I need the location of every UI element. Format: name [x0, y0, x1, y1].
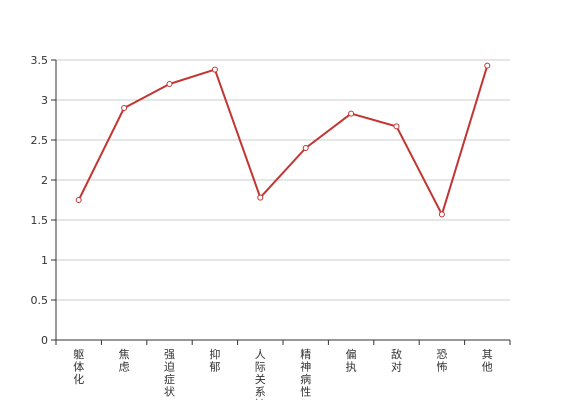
- y-tick-label: 1: [41, 254, 48, 267]
- series: [75, 62, 491, 218]
- data-point[interactable]: [438, 211, 445, 218]
- axes: [55, 60, 510, 341]
- y-tick-label: 2.5: [31, 134, 49, 147]
- data-point[interactable]: [393, 123, 400, 130]
- y-tick-label: 1.5: [31, 214, 49, 227]
- x-tick-label: 其他: [482, 348, 493, 374]
- data-point[interactable]: [75, 197, 82, 203]
- data-point[interactable]: [166, 81, 173, 87]
- x-tick-labels: 躯体化 焦虑 强迫症状 抑郁 人际关系敏 精神病性 偏执 敌对 恐怖 其他: [55, 340, 511, 400]
- data-point[interactable]: [484, 62, 491, 69]
- data-point[interactable]: [302, 145, 309, 151]
- x-tick-label: 躯体化: [73, 348, 84, 386]
- x-tick-label: 精神病性: [300, 348, 311, 399]
- x-tick-label: 敌对: [391, 347, 402, 374]
- y-tick-label: 3.5: [31, 54, 49, 67]
- x-tick-label: 焦虑: [119, 348, 130, 374]
- data-point[interactable]: [211, 66, 218, 73]
- y-tick-labels: 0 0.5 1 1.5 2 2.5 3 3.5: [31, 54, 56, 347]
- grid-lines: [56, 59, 510, 301]
- x-tick-label: 强迫症状: [164, 348, 175, 399]
- data-point[interactable]: [257, 194, 264, 201]
- series-line: [77, 65, 489, 216]
- y-tick-label: 0.5: [31, 294, 49, 307]
- x-tick-label: 偏执: [346, 347, 357, 374]
- x-tick-label: 抑郁: [209, 347, 220, 374]
- y-tick-label: 3: [41, 94, 48, 107]
- y-tick-label: 0: [41, 334, 48, 347]
- x-tick-label: 人际关系敏: [255, 348, 266, 400]
- x-tick-label: 恐怖: [436, 348, 447, 374]
- data-point[interactable]: [121, 105, 128, 111]
- data-point[interactable]: [348, 110, 355, 117]
- y-tick-label: 2: [41, 174, 48, 187]
